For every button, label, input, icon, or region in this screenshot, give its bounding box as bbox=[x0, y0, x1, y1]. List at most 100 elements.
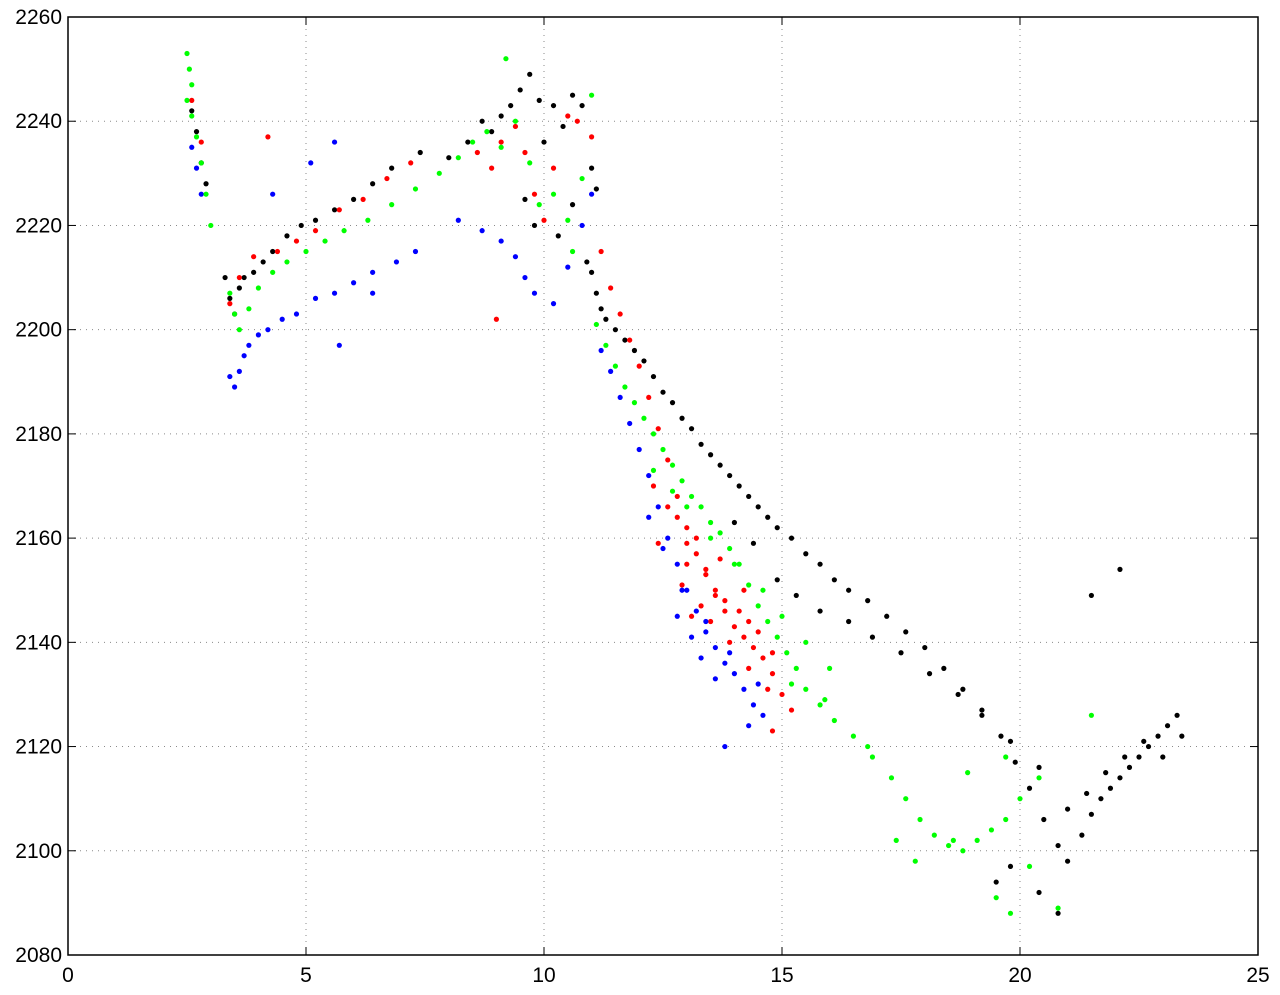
scatter-point bbox=[769, 650, 776, 656]
scatter-point bbox=[760, 655, 766, 661]
scatter-point bbox=[931, 832, 937, 838]
scatter-point bbox=[774, 577, 780, 583]
scatter-point bbox=[303, 248, 309, 255]
scatter-point bbox=[622, 384, 628, 390]
scatter-point bbox=[569, 202, 576, 208]
scatter-point bbox=[393, 259, 400, 265]
scatter-point bbox=[660, 389, 666, 395]
scatter-point bbox=[251, 254, 257, 260]
scatter-point bbox=[284, 233, 290, 239]
scatter-point bbox=[517, 87, 523, 93]
scatter-point bbox=[746, 723, 752, 729]
scatter-point bbox=[541, 217, 547, 223]
scatter-point bbox=[1026, 863, 1033, 870]
scatter-point bbox=[598, 248, 604, 255]
scatter-point bbox=[679, 478, 685, 484]
scatter-point bbox=[684, 525, 690, 531]
scatter-point bbox=[655, 504, 661, 510]
scatter-point bbox=[189, 82, 195, 88]
scatter-point bbox=[603, 342, 609, 348]
scatter-point bbox=[479, 118, 485, 124]
scatter-point bbox=[922, 644, 928, 651]
scatter-point bbox=[846, 618, 852, 625]
scatter-point bbox=[636, 446, 642, 453]
scatter-point bbox=[589, 191, 595, 197]
scatter-point bbox=[698, 655, 704, 661]
scatter-point bbox=[1117, 775, 1123, 781]
scatter-point bbox=[370, 181, 376, 187]
scatter-point bbox=[255, 332, 261, 338]
scatter-point bbox=[669, 488, 676, 494]
scatter-point bbox=[603, 316, 609, 322]
scatter-point bbox=[565, 217, 571, 223]
scatter-point bbox=[389, 165, 395, 171]
scatter-point bbox=[1007, 738, 1014, 744]
scatter-point bbox=[598, 347, 604, 354]
scatter-point bbox=[312, 228, 319, 234]
scatter-point bbox=[750, 702, 757, 708]
scatter-point bbox=[784, 650, 790, 656]
scatter-point bbox=[512, 123, 519, 130]
scatter-point bbox=[727, 650, 733, 656]
scatter-point bbox=[298, 222, 304, 229]
scatter-point bbox=[589, 134, 595, 140]
scatter-point bbox=[631, 400, 638, 406]
scatter-point bbox=[846, 587, 852, 593]
scatter-point bbox=[522, 196, 528, 202]
scatter-point bbox=[351, 196, 357, 202]
scatter-point bbox=[1017, 796, 1023, 802]
y-tick-label: 2100 bbox=[15, 840, 62, 863]
scatter-point bbox=[688, 613, 695, 619]
scatter-point bbox=[1160, 754, 1166, 760]
scatter-point bbox=[270, 191, 276, 197]
scatter-point bbox=[988, 827, 995, 833]
y-tick-label: 2160 bbox=[15, 527, 62, 550]
scatter-point bbox=[265, 134, 271, 140]
scatter-point bbox=[774, 525, 780, 531]
scatter-point bbox=[941, 665, 947, 671]
scatter-point bbox=[646, 472, 652, 479]
scatter-point bbox=[389, 202, 395, 208]
scatter-point bbox=[731, 519, 738, 526]
scatter-point bbox=[293, 238, 300, 244]
y-tick-label: 2180 bbox=[15, 423, 62, 446]
scatter-point bbox=[193, 165, 200, 171]
scatter-point bbox=[650, 483, 657, 489]
scatter-point bbox=[1003, 816, 1009, 823]
scatter-point bbox=[255, 285, 261, 291]
scatter-point bbox=[655, 540, 661, 546]
scatter-point bbox=[579, 222, 585, 229]
scatter-point bbox=[993, 895, 999, 901]
scatter-point bbox=[1036, 775, 1042, 781]
scatter-point bbox=[788, 707, 795, 713]
axes-frame bbox=[67, 16, 1259, 956]
scatter-point bbox=[236, 327, 242, 333]
scatter-point bbox=[1155, 733, 1161, 739]
scatter-point bbox=[741, 634, 747, 640]
scatter-point bbox=[893, 837, 899, 843]
scatter-point bbox=[688, 426, 695, 432]
scatter-point bbox=[522, 274, 528, 281]
scatter-point bbox=[717, 556, 723, 562]
scatter-point bbox=[960, 686, 966, 692]
scatter-point bbox=[503, 56, 509, 62]
scatter-point bbox=[498, 113, 504, 119]
scatter-point bbox=[665, 457, 671, 463]
scatter-point bbox=[189, 113, 195, 119]
scatter-point bbox=[688, 493, 695, 500]
scatter-point bbox=[765, 686, 771, 692]
scatter-point bbox=[527, 160, 533, 166]
scatter-point bbox=[184, 97, 190, 103]
scatter-point bbox=[884, 613, 890, 619]
scatter-point bbox=[508, 102, 514, 109]
scatter-point bbox=[746, 665, 752, 671]
scatter-point bbox=[674, 493, 680, 500]
scatter-point bbox=[236, 285, 242, 291]
scatter-point bbox=[708, 618, 714, 625]
scatter-point bbox=[579, 175, 585, 182]
scatter-point bbox=[341, 228, 347, 234]
scatter-point bbox=[198, 139, 204, 145]
scatter-point bbox=[1122, 754, 1128, 760]
scatter-point bbox=[974, 837, 980, 843]
scatter-point bbox=[493, 316, 499, 322]
